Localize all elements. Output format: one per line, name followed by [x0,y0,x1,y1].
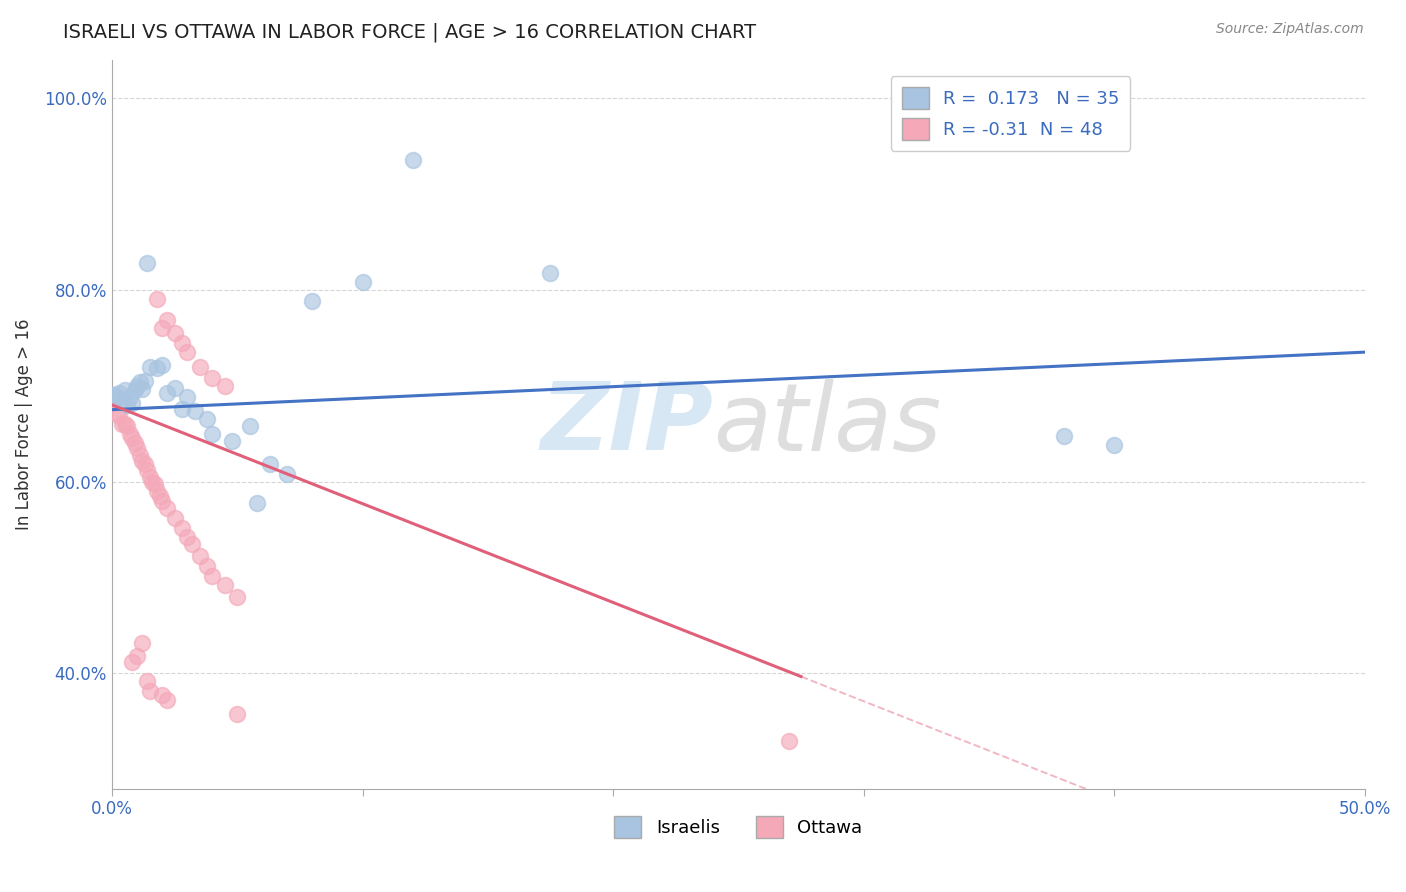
Point [111,393,134,408]
Point [226,590,249,604]
Point [124,436,146,450]
Point [105,390,128,404]
Point [172,335,194,350]
Point [188,549,211,564]
Point [778,733,800,747]
Legend: Israelis, Ottawa: Israelis, Ottawa [607,809,870,845]
Point [150,321,173,335]
Point [1053,428,1076,442]
Point [221,434,243,449]
Point [115,419,138,434]
Point [108,386,131,401]
Point [146,484,169,499]
Point [138,470,160,484]
Point [195,412,218,426]
Point [150,688,173,702]
Point [540,266,562,280]
Point [176,345,198,359]
Point [172,521,194,535]
Text: atlas: atlas [713,378,942,469]
Point [111,417,134,431]
Point [131,382,153,396]
Point [128,448,150,462]
Point [401,153,423,168]
Point [131,636,153,650]
Point [114,384,136,398]
Point [114,417,136,431]
Y-axis label: In Labor Force | Age > 16: In Labor Force | Age > 16 [15,318,32,530]
Point [301,294,323,309]
Point [103,393,125,408]
Point [136,463,159,477]
Text: ZIP: ZIP [540,378,713,470]
Point [259,458,281,472]
Point [156,386,179,401]
Point [121,432,143,446]
Point [156,313,179,327]
Point [121,655,143,669]
Point [138,683,160,698]
Point [136,256,159,270]
Point [136,674,159,689]
Point [201,426,224,441]
Point [239,419,262,434]
Point [108,409,131,424]
Point [150,493,173,508]
Point [125,441,148,455]
Point [131,453,153,467]
Point [163,381,186,395]
Point [146,293,169,307]
Point [103,388,125,402]
Point [352,275,374,289]
Text: Source: ZipAtlas.com: Source: ZipAtlas.com [1216,22,1364,37]
Point [188,359,211,374]
Point [121,396,143,410]
Point [125,378,148,392]
Point [150,358,173,372]
Point [172,401,194,416]
Point [156,501,179,516]
Point [226,706,249,721]
Point [138,359,160,374]
Point [195,559,218,574]
Point [148,489,170,503]
Point [134,374,156,388]
Point [201,568,224,582]
Point [134,458,156,472]
Point [183,403,205,417]
Point [118,390,141,404]
Point [214,578,236,592]
Point [124,384,146,398]
Point [176,390,198,404]
Point [143,476,166,491]
Point [115,398,138,412]
Point [146,361,169,376]
Point [214,378,236,392]
Point [156,693,179,707]
Point [128,375,150,389]
Point [163,511,186,525]
Point [141,475,163,489]
Point [105,406,128,420]
Point [163,326,186,340]
Point [125,649,148,664]
Point [246,496,269,510]
Point [1102,438,1125,452]
Point [181,537,204,551]
Point [201,371,224,385]
Text: ISRAELI VS OTTAWA IN LABOR FORCE | AGE > 16 CORRELATION CHART: ISRAELI VS OTTAWA IN LABOR FORCE | AGE >… [63,22,756,42]
Point [276,467,298,481]
Point [176,530,198,544]
Point [118,426,141,441]
